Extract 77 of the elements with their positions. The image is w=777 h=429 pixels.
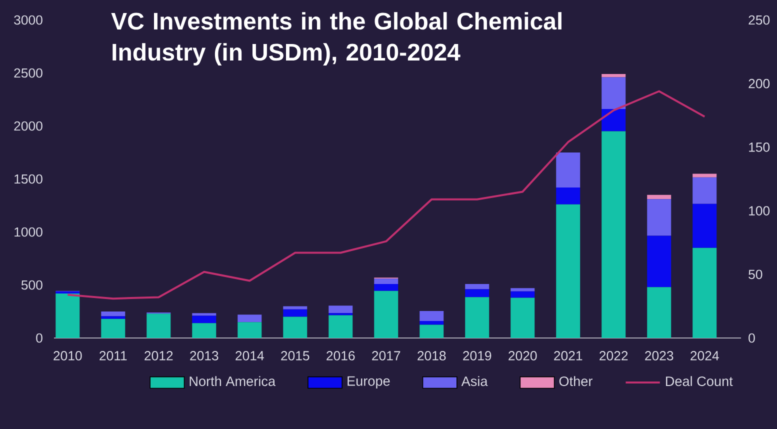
y-tick-label: 2500 <box>14 68 42 78</box>
bar <box>602 109 626 132</box>
bar <box>556 187 580 204</box>
y2-tick-label: 50 <box>748 270 762 280</box>
bar <box>283 316 308 338</box>
bar <box>647 287 672 338</box>
bar <box>192 316 216 324</box>
bar <box>465 297 490 338</box>
x-tick-label: 2015 <box>281 351 310 360</box>
bar <box>556 152 580 188</box>
y-tick-label: 0 <box>36 333 42 343</box>
bar <box>101 316 126 319</box>
x-tick-label: 2011 <box>100 351 127 360</box>
bar <box>510 288 535 292</box>
legend-label: Deal Count <box>666 376 733 386</box>
y-tick-label: 1000 <box>14 227 42 237</box>
bar <box>602 77 626 110</box>
bar <box>692 177 717 204</box>
legend-label: Other <box>559 376 592 386</box>
bar <box>146 314 171 338</box>
bar <box>192 323 216 338</box>
line-series <box>66 90 706 300</box>
x-tick-label: 2019 <box>463 351 492 360</box>
y2-tick-label: 150 <box>749 142 770 152</box>
y2-tick-label: 200 <box>748 78 770 88</box>
bar <box>465 289 490 298</box>
y2-tick-label: 0 <box>748 333 755 343</box>
bar <box>101 318 126 338</box>
bar <box>238 322 262 338</box>
y-tick-label: 3000 <box>14 15 42 25</box>
bar <box>328 306 353 314</box>
bar <box>556 204 580 338</box>
x-tick-label: 2022 <box>600 351 628 360</box>
bar <box>692 174 717 178</box>
bar <box>56 293 80 338</box>
bar <box>283 309 308 317</box>
y2-tick-label: 250 <box>748 15 770 25</box>
bar <box>647 194 672 200</box>
bar <box>465 284 490 290</box>
bar <box>238 314 262 322</box>
legend-label: Asia <box>461 376 488 386</box>
bar <box>602 74 626 78</box>
bar <box>647 199 672 236</box>
x-tick-label: 2014 <box>236 351 264 360</box>
y-tick-label: 1500 <box>14 174 42 184</box>
bar <box>374 284 398 291</box>
legend-label: North America <box>190 376 276 386</box>
bar <box>374 278 398 284</box>
x-tick-label: 2013 <box>190 351 218 360</box>
bar <box>374 290 398 338</box>
bar <box>283 306 308 310</box>
bar <box>420 324 444 338</box>
bar <box>510 298 535 338</box>
x-tick-label: 2024 <box>690 351 719 360</box>
x-tick-label: 2010 <box>54 351 82 360</box>
bar <box>192 313 216 316</box>
bar <box>101 312 126 316</box>
bar <box>692 204 717 248</box>
x-tick-label: 2020 <box>508 351 537 360</box>
bar <box>647 236 672 288</box>
y-tick-label: 2000 <box>14 121 42 131</box>
bar <box>420 310 444 322</box>
y2-tick-label: 100 <box>749 206 770 216</box>
bar <box>328 315 353 338</box>
legend-label: Europe <box>348 376 390 389</box>
x-tick-label: 2023 <box>645 351 674 360</box>
chart-title: VC Investments in the Global Chemical Industry (in USDm), 2010-2024 <box>111 12 562 66</box>
bar <box>420 321 444 325</box>
x-tick-label: 2018 <box>418 351 446 360</box>
x-tick-label: 2016 <box>326 351 355 360</box>
x-tick-label: 2012 <box>144 351 173 360</box>
x-tick-label: 2021 <box>554 351 582 360</box>
y-tick-label: 500 <box>21 280 42 290</box>
bar <box>692 248 717 338</box>
bar <box>602 131 626 338</box>
x-tick-label: 2017 <box>372 351 400 360</box>
bar <box>510 291 535 298</box>
